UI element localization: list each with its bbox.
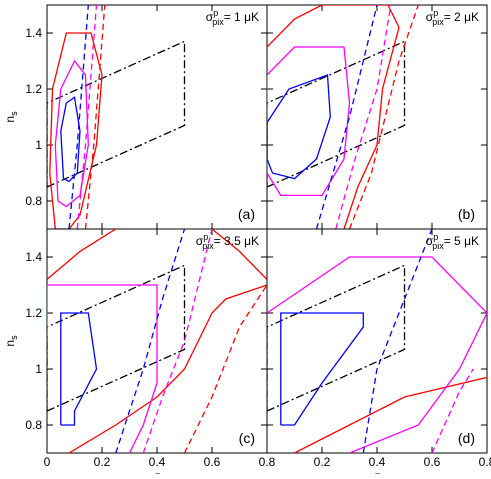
- y-axis-label-sub: s: [9, 111, 19, 116]
- annotation-sub: pix: [432, 241, 444, 251]
- y-axis-label: ns: [3, 111, 19, 123]
- plot-frame: [266, 228, 488, 454]
- contours: [47, 5, 186, 229]
- contours: [47, 229, 267, 453]
- y-tick-label: 1: [35, 362, 42, 376]
- contour-line: [362, 229, 433, 453]
- x-tick-label: 0.8: [479, 455, 491, 469]
- annotation: σp pix= 1 μK: [206, 8, 259, 27]
- contour-line: [431, 368, 474, 453]
- panel: 0 0.2 0.4 0.6 0.8 0.8 1 1.2 1.4 σp pix= 3.5 μK (c) n…: [3, 228, 276, 479]
- x-tick-label: 0.8: [259, 455, 276, 469]
- contour-line: [68, 284, 267, 453]
- contours: [267, 5, 419, 229]
- panel-label: (a): [238, 206, 255, 222]
- annotation-sup: p: [213, 8, 218, 18]
- annotation-text: = 3.5 μK: [214, 234, 259, 248]
- y-axis-label: ns: [3, 335, 19, 347]
- x-tick-label: 0.4: [369, 455, 386, 469]
- contour-line: [142, 229, 213, 453]
- x-tick-label: 0.6: [424, 455, 441, 469]
- annotation-text: = 5 μK: [444, 234, 479, 248]
- contour-line: [267, 264, 406, 412]
- contour-line: [267, 40, 406, 188]
- y-tick-label: 0.8: [25, 194, 42, 208]
- contour-line: [348, 5, 419, 229]
- contour-line: [60, 96, 81, 183]
- contour-line: [84, 5, 106, 229]
- panel-label: (b): [458, 206, 475, 222]
- contour-line: [47, 40, 186, 188]
- annotation-text: = 1 μK: [224, 10, 259, 24]
- x-axis-label: τ: [375, 469, 381, 474]
- contour-line: [315, 5, 378, 229]
- panel-label: (d): [458, 430, 475, 446]
- y-axis-label-sub: s: [9, 335, 19, 340]
- annotation-sup: p: [433, 8, 438, 18]
- annotation-symbol: σ: [206, 10, 214, 24]
- panel: σp pix= 2 μK (b): [266, 4, 488, 230]
- contours: [267, 229, 487, 453]
- contour-line: [47, 264, 186, 412]
- contour-line: [49, 32, 103, 229]
- contour-line: [211, 229, 267, 280]
- x-tick-label: 0.2: [314, 455, 331, 469]
- x-axis-label: τ: [155, 469, 161, 474]
- contour-line: [47, 229, 117, 280]
- x-tick-label: 0.6: [204, 455, 221, 469]
- annotation-sup: p: [203, 232, 208, 242]
- contour-line: [267, 74, 331, 180]
- y-tick-label: 1.4: [25, 250, 42, 264]
- panel: 0.8 1 1.2 1.4 σp pix= 1 μK (a) ns: [3, 4, 268, 230]
- y-axis-label-main: n: [3, 116, 17, 123]
- contour-line: [267, 256, 487, 453]
- contour-line: [54, 59, 89, 208]
- contour-line: [183, 284, 267, 453]
- y-axis-label-main: n: [3, 340, 17, 347]
- annotation: σp pix= 3.5 μK: [196, 232, 259, 251]
- annotation: σp pix= 5 μK: [426, 232, 479, 251]
- y-tick-label: 1.4: [25, 26, 42, 40]
- annotation-sup: p: [433, 232, 438, 242]
- contour-line: [280, 312, 364, 426]
- y-tick-label: 1.2: [25, 82, 42, 96]
- annotation-sub: pix: [212, 17, 224, 27]
- contour-line: [115, 229, 186, 453]
- annotation-text: = 2 μK: [444, 10, 479, 24]
- annotation-sub: pix: [202, 241, 214, 251]
- contour-line: [335, 5, 392, 229]
- y-tick-label: 0.8: [25, 418, 42, 432]
- contour-line: [60, 312, 98, 426]
- x-tick-label: 0.2: [94, 455, 111, 469]
- contour-line: [267, 46, 351, 197]
- x-tick-label: 0.4: [149, 455, 166, 469]
- contour-line: [267, 5, 400, 229]
- y-tick-label: 1: [35, 138, 42, 152]
- panel-label: (c): [239, 430, 255, 446]
- annotation-symbol: σ: [196, 234, 204, 248]
- annotation: σp pix= 2 μK: [426, 8, 479, 27]
- annotation-sub: pix: [432, 17, 444, 27]
- contour-line: [76, 5, 98, 229]
- contour-line: [68, 5, 89, 229]
- annotation-symbol: σ: [426, 10, 434, 24]
- annotation-symbol: σ: [426, 234, 434, 248]
- x-tick-label: 0: [44, 455, 51, 469]
- y-tick-label: 1.2: [25, 306, 42, 320]
- contour-line: [47, 284, 158, 453]
